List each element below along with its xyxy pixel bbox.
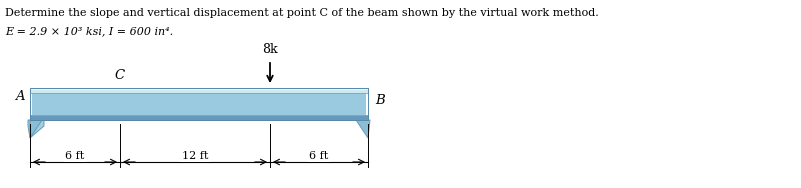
Text: A: A <box>15 89 25 102</box>
Polygon shape <box>30 120 42 138</box>
Polygon shape <box>30 115 368 120</box>
Text: E = 2.9 × 10³ ksi, I = 600 in⁴.: E = 2.9 × 10³ ksi, I = 600 in⁴. <box>5 26 173 36</box>
Text: 12 ft: 12 ft <box>182 151 208 161</box>
Text: C: C <box>115 69 125 82</box>
Polygon shape <box>30 90 368 91</box>
Polygon shape <box>28 120 44 138</box>
Polygon shape <box>30 88 368 89</box>
Polygon shape <box>32 93 366 115</box>
Text: 6 ft: 6 ft <box>66 151 85 161</box>
Polygon shape <box>30 89 368 90</box>
Polygon shape <box>30 88 368 93</box>
Text: Determine the slope and vertical displacement at point C of the beam shown by th: Determine the slope and vertical displac… <box>5 8 599 18</box>
Polygon shape <box>356 120 370 138</box>
Text: B: B <box>375 93 384 106</box>
Text: 6 ft: 6 ft <box>309 151 328 161</box>
Polygon shape <box>30 88 368 90</box>
Text: 8k: 8k <box>262 43 278 56</box>
